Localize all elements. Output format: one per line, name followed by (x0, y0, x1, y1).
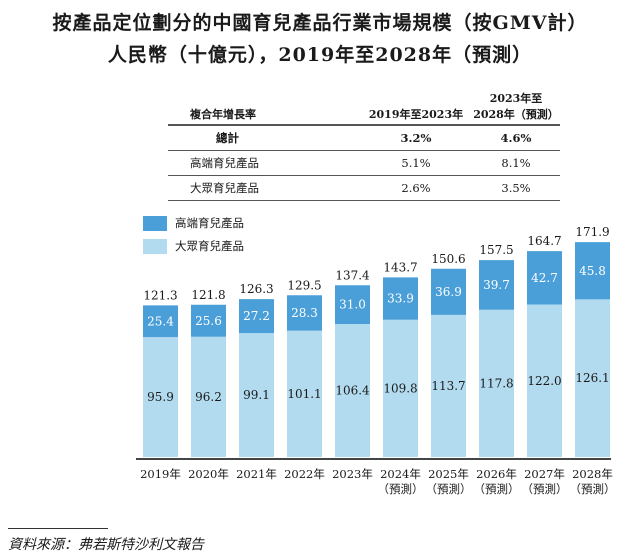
chart-title: 按產品定位劃分的中國育兒產品行業市場規模（按GMV計） (52, 12, 588, 34)
header-2019-2023: 2019年至2023年 (360, 88, 472, 126)
bar-mass (575, 299, 610, 457)
x-tick-label: 2019年 (140, 467, 181, 481)
data-label-mass: 99.1 (243, 388, 270, 402)
row-label: 大眾育兒產品 (168, 175, 360, 201)
legend-item-mass: 大眾育兒產品 (143, 238, 244, 254)
legend-swatch-mass (143, 238, 167, 254)
bar-mass (239, 333, 274, 457)
data-label-premium: 28.3 (291, 306, 318, 320)
header-2023-2028-line2: 2028年（預測） (473, 108, 559, 121)
x-tick-label: 2028年 (572, 467, 613, 481)
x-tick-label: 2020年 (188, 467, 229, 481)
source-divider (8, 528, 108, 529)
bar-premium (479, 260, 514, 310)
x-tick-label-sub: （預測） (378, 482, 424, 496)
data-label-premium: 31.0 (339, 298, 366, 312)
bar-premium (143, 305, 178, 338)
data-label-total: 171.9 (575, 225, 609, 239)
row-value: 5.1% (360, 150, 472, 176)
data-label-premium: 39.7 (483, 278, 510, 292)
row-value: 2.6% (360, 175, 472, 201)
row-value: 3.5% (472, 175, 560, 201)
data-label-mass: 117.8 (479, 376, 513, 390)
data-label-premium: 33.9 (387, 292, 414, 306)
bar-premium (287, 295, 322, 331)
table-row: 大眾育兒產品 2.6% 3.5% (168, 175, 560, 201)
x-tick-label: 2023年 (332, 467, 373, 481)
data-label-premium: 25.6 (195, 314, 222, 328)
bar-mass (287, 330, 322, 457)
data-label-mass: 109.8 (383, 381, 417, 395)
chart-subtitle: 人民幣（十億元），2019年至2028年（預測） (107, 44, 533, 66)
row-label: 總計 (168, 125, 360, 151)
data-label-mass: 96.2 (195, 390, 222, 404)
bar-mass (527, 304, 562, 457)
x-tick-label: 2024年 (380, 467, 421, 481)
data-label-premium: 45.8 (579, 264, 606, 278)
x-tick-label: 2026年 (476, 467, 517, 481)
data-label-mass: 106.4 (335, 384, 370, 398)
data-label-total: 143.7 (383, 260, 417, 274)
data-label-total: 129.5 (287, 278, 321, 292)
data-label-total: 150.6 (431, 252, 465, 266)
data-label-premium: 27.2 (243, 309, 270, 323)
bar-premium (335, 285, 370, 324)
row-label: 高端育兒產品 (168, 150, 360, 176)
data-label-total: 137.4 (335, 268, 370, 282)
header-cagr: 複合年增長率 (168, 88, 360, 126)
x-tick-label: 2021年 (236, 467, 277, 481)
bar-premium (431, 268, 466, 315)
legend-label: 大眾育兒產品 (175, 239, 244, 253)
table-header: 複合年增長率 2019年至2023年 2023年至 2028年（預測） (168, 88, 560, 126)
legend-label: 高端育兒產品 (175, 216, 244, 230)
data-label-mass: 95.9 (147, 390, 174, 404)
row-value: 3.2% (360, 125, 472, 151)
data-label-total: 121.8 (191, 288, 225, 302)
data-label-mass: 122.0 (527, 374, 561, 388)
bar-mass (143, 337, 178, 457)
data-label-total: 126.3 (239, 282, 273, 296)
data-label-mass: 101.1 (287, 387, 321, 401)
data-label-total: 121.3 (143, 288, 177, 302)
x-tick-label-sub: （預測） (474, 482, 520, 496)
x-tick-label: 2022年 (284, 467, 325, 481)
data-label-premium: 42.7 (531, 271, 558, 285)
bar-mass (383, 319, 418, 457)
header-2023-2028-line1: 2023年至 (489, 92, 543, 105)
data-label-premium: 25.4 (147, 314, 174, 328)
data-label-mass: 113.7 (431, 379, 465, 393)
bar-premium (575, 242, 610, 300)
x-tick-label: 2027年 (524, 467, 565, 481)
x-tick-label-sub: （預測） (426, 482, 472, 496)
legend-swatch-premium (143, 215, 167, 231)
bar-premium (527, 251, 562, 305)
bar-premium (191, 304, 226, 337)
x-tick-label-sub: （預測） (522, 482, 568, 496)
bar-mass (479, 309, 514, 457)
cagr-table: 複合年增長率 2019年至2023年 2023年至 2028年（預測） 總計 3.… (168, 88, 560, 201)
table-row: 總計 3.2% 4.6% (168, 125, 560, 151)
bar-mass (191, 336, 226, 457)
data-label-total: 164.7 (527, 234, 561, 248)
data-label-total: 157.5 (479, 243, 513, 257)
bar-mass (335, 324, 370, 457)
x-tick-label: 2025年 (428, 467, 469, 481)
row-value: 8.1% (472, 150, 560, 176)
table-row: 高端育兒產品 5.1% 8.1% (168, 150, 560, 176)
data-label-mass: 126.1 (575, 371, 609, 385)
x-tick-label-sub: （預測） (570, 482, 616, 496)
header-2023-2028: 2023年至 2028年（預測） (472, 88, 560, 126)
row-value: 4.6% (472, 125, 560, 151)
source-note: 資料來源：弗若斯特沙利文報告 (8, 537, 204, 553)
bar-premium (383, 277, 418, 320)
data-label-premium: 36.9 (435, 285, 462, 299)
legend-item-premium: 高端育兒產品 (143, 215, 244, 231)
bar-mass (431, 314, 466, 457)
bar-premium (239, 299, 274, 334)
